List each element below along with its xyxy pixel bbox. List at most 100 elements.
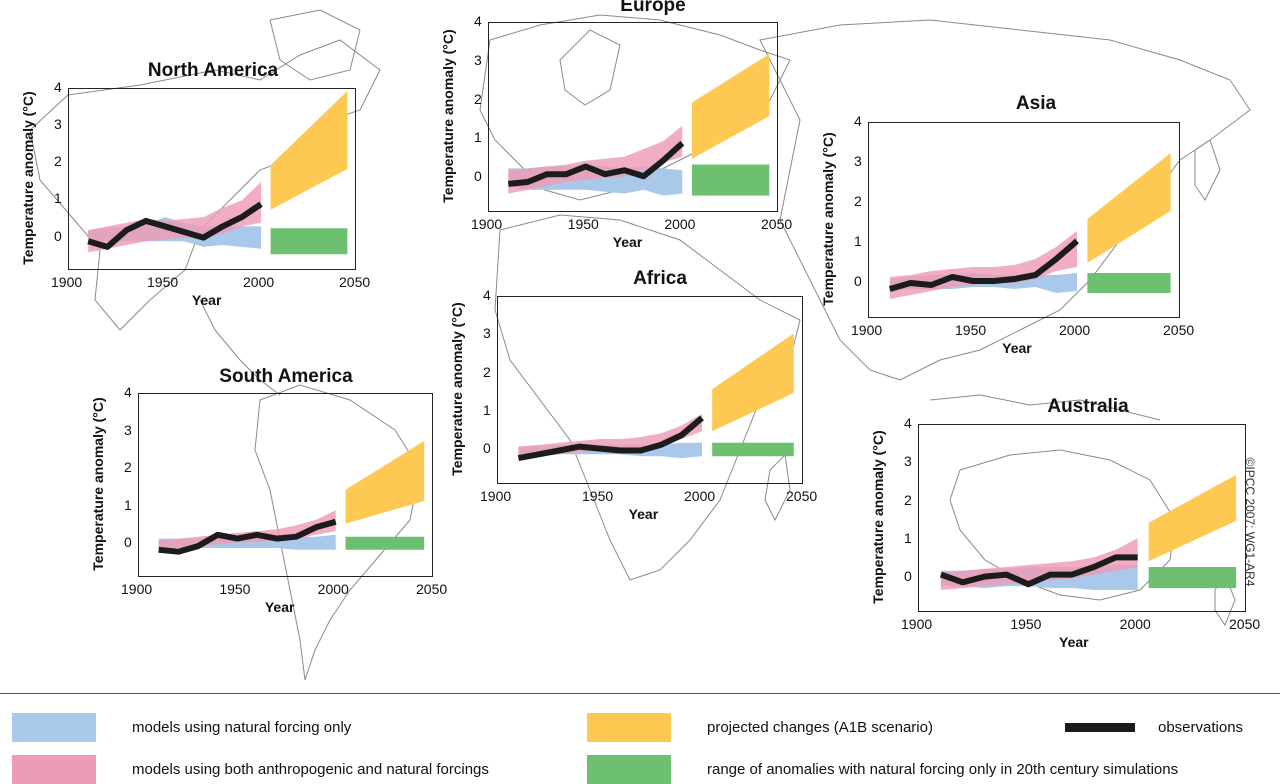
map-japan bbox=[1194, 139, 1221, 201]
line-observations bbox=[888, 238, 1079, 292]
legend-label-observations: observations bbox=[1158, 719, 1244, 736]
y-tick-label: 1 bbox=[124, 496, 132, 513]
y-tick-label: 3 bbox=[904, 453, 912, 470]
legend-label-both: models using both anthropogenic and natu… bbox=[132, 761, 489, 778]
line-observations bbox=[158, 518, 337, 555]
chart-title: Europe bbox=[620, 0, 686, 16]
band-range20c bbox=[270, 228, 348, 255]
y-axis-label: Temperature anomaly (°C) bbox=[820, 132, 836, 306]
y-tick-label: 0 bbox=[483, 440, 491, 457]
map-central-america bbox=[199, 299, 281, 396]
line-observations bbox=[508, 140, 685, 187]
copyright-credit: ©IPCC 2007: WG1-AR4 bbox=[1243, 457, 1257, 587]
x-tick-label: 1950 bbox=[219, 581, 251, 597]
x-tick-label: 1900 bbox=[480, 488, 512, 504]
y-tick-label: 4 bbox=[54, 79, 62, 95]
x-tick-label: 2050 bbox=[416, 581, 448, 597]
map-north-america bbox=[29, 39, 381, 331]
x-axis-label: Year bbox=[1002, 340, 1032, 356]
line-observations bbox=[87, 201, 263, 250]
y-tick-label: 3 bbox=[854, 153, 862, 169]
x-tick-label: 2050 bbox=[786, 488, 818, 504]
y-tick-label: 0 bbox=[54, 227, 62, 244]
y-tick-label: 2 bbox=[474, 90, 482, 107]
y-axis-label: Temperature anomaly (°C) bbox=[870, 430, 886, 604]
line-observations bbox=[517, 415, 704, 462]
y-tick-label: 2 bbox=[124, 459, 132, 476]
x-tick-label: 1900 bbox=[901, 616, 933, 632]
legend-swatch-projected bbox=[587, 713, 671, 742]
x-tick-label: 2050 bbox=[761, 216, 793, 232]
x-tick-label: 2000 bbox=[1059, 322, 1091, 338]
x-tick-label: 1950 bbox=[1010, 616, 1042, 632]
legend-label-range20c: range of anomalies with natural forcing … bbox=[707, 761, 1179, 778]
band-projected bbox=[270, 90, 348, 210]
band-range20c bbox=[712, 442, 794, 457]
plot-area bbox=[138, 393, 433, 577]
x-tick-label: 2000 bbox=[243, 274, 275, 290]
map-africa bbox=[494, 214, 801, 581]
x-tick-label: 1900 bbox=[121, 581, 153, 597]
map-south-america bbox=[254, 384, 421, 681]
band-projected bbox=[692, 54, 770, 159]
x-tick-label: 2000 bbox=[1119, 616, 1151, 632]
x-tick-label: 2000 bbox=[317, 581, 349, 597]
y-tick-label: 4 bbox=[854, 113, 862, 129]
y-tick-label: 4 bbox=[474, 13, 482, 29]
x-axis-label: Year bbox=[612, 234, 643, 250]
x-axis-label: Year bbox=[191, 292, 222, 308]
chart-title: Africa bbox=[633, 268, 687, 289]
y-tick-label: 3 bbox=[54, 116, 62, 133]
line-observations bbox=[939, 554, 1138, 588]
x-tick-label: 1900 bbox=[471, 216, 503, 232]
x-tick-label: 1950 bbox=[147, 274, 179, 290]
x-tick-label: 1900 bbox=[851, 322, 883, 338]
y-tick-label: 0 bbox=[474, 168, 482, 185]
plot-svg bbox=[508, 54, 770, 196]
map-greenland bbox=[269, 9, 361, 81]
y-tick-label: 3 bbox=[124, 421, 132, 438]
y-tick-label: 2 bbox=[854, 193, 862, 209]
x-axis-label: Year bbox=[628, 506, 659, 522]
plot-area bbox=[68, 88, 356, 270]
y-tick-label: 2 bbox=[483, 363, 491, 380]
plot-svg bbox=[158, 440, 425, 555]
legend-swatch-observations bbox=[1065, 723, 1135, 732]
map-madagascar bbox=[764, 453, 791, 522]
y-tick-label: 1 bbox=[483, 402, 491, 419]
x-tick-label: 1950 bbox=[955, 322, 987, 338]
y-tick-label: 3 bbox=[474, 51, 482, 68]
x-tick-label: 2000 bbox=[684, 488, 716, 504]
y-tick-label: 4 bbox=[124, 384, 132, 400]
map-indonesia bbox=[929, 394, 1161, 421]
legend-label-natural: models using natural forcing only bbox=[132, 719, 352, 736]
x-axis-label: Year bbox=[1059, 634, 1089, 650]
y-tick-label: 2 bbox=[904, 491, 912, 508]
legend-swatch-both bbox=[12, 755, 96, 784]
y-tick-label: 4 bbox=[483, 287, 491, 303]
plot-area bbox=[488, 22, 778, 212]
band-range20c bbox=[1148, 567, 1237, 589]
y-tick-label: 1 bbox=[854, 233, 862, 249]
chart-title: Australia bbox=[1047, 396, 1129, 417]
band-range20c bbox=[345, 536, 425, 550]
y-axis-label: Temperature anomaly (°C) bbox=[20, 91, 36, 265]
y-tick-label: 0 bbox=[904, 568, 912, 585]
legend-label-projected: projected changes (A1B scenario) bbox=[707, 719, 933, 736]
x-tick-label: 1950 bbox=[567, 216, 599, 232]
plot-area bbox=[497, 296, 803, 484]
y-axis-label: Temperature anomaly (°C) bbox=[449, 302, 465, 476]
band-projected bbox=[712, 333, 794, 432]
band-both bbox=[88, 181, 261, 253]
x-tick-label: 2050 bbox=[1163, 322, 1195, 338]
x-tick-label: 1950 bbox=[582, 488, 614, 504]
legend-swatch-natural bbox=[12, 713, 96, 742]
legend-divider bbox=[0, 693, 1280, 694]
chart-title: Asia bbox=[1015, 93, 1057, 114]
x-axis-label: Year bbox=[264, 599, 295, 615]
y-axis-label: Temperature anomaly (°C) bbox=[90, 397, 106, 571]
x-tick-label: 2000 bbox=[664, 216, 696, 232]
y-tick-label: 3 bbox=[483, 325, 491, 342]
band-projected bbox=[1087, 153, 1171, 263]
plot-svg bbox=[939, 474, 1237, 590]
